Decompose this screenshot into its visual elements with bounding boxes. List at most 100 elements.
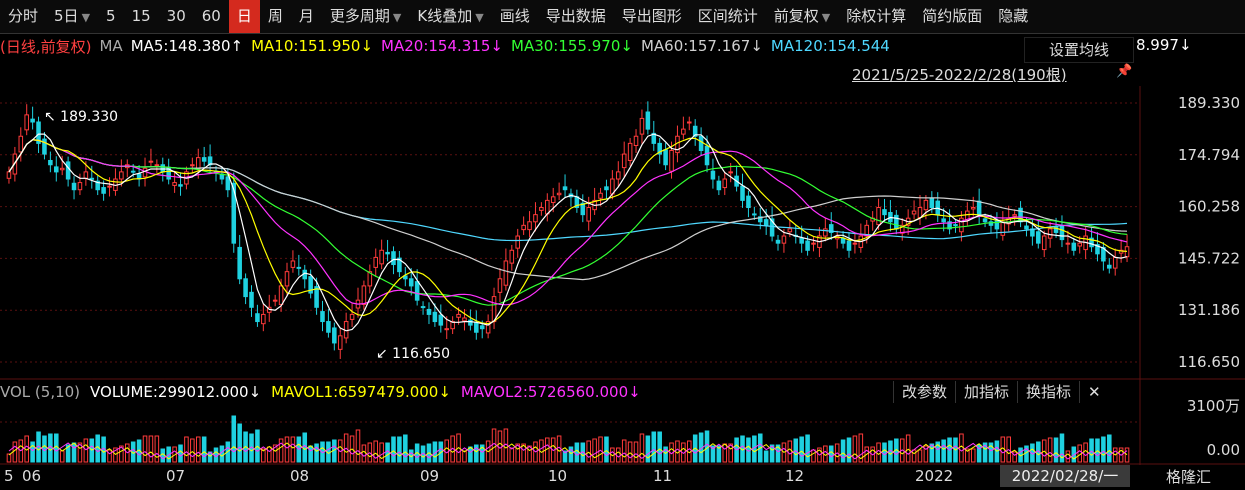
candle-body [89,177,95,180]
toolbar-item-label: 月 [298,7,314,25]
candle-body [225,176,231,191]
toolbar-item-8[interactable]: 月 [291,0,322,33]
volume-bar [645,435,651,463]
toolbar-item-10[interactable]: K线叠加 ▼ [409,0,491,33]
volume-bar [95,434,100,463]
candle-body [852,242,858,245]
candle-body [237,246,242,280]
volume-bar [846,437,852,463]
candle-body [83,171,89,179]
candle-body [923,199,929,211]
volume-bar [639,433,645,463]
volume-bar [982,442,988,463]
volume-bar [905,434,911,463]
volume-bar [71,442,77,463]
volume-bar [391,436,396,463]
toolbar-item-label: 除权计算 [846,7,907,25]
chevron-down-icon: ▼ [81,11,91,24]
candle-body [539,207,544,211]
candle-body [77,182,83,191]
candle-body [142,167,148,178]
x-tick: 09 [420,467,440,485]
toolbar-item-7[interactable]: 周 [260,0,291,33]
toolbar-item-9[interactable]: 更多周期 ▼ [322,0,409,33]
toolbar-item-6[interactable]: 日 [228,0,260,33]
candle-body [527,221,532,231]
volume-bar [379,442,384,463]
close-icon[interactable]: ✕ [1079,381,1109,403]
toolbar-item-label: 日 [236,7,252,25]
volume-bar [941,439,946,463]
candle-body [408,278,414,287]
toolbar-item-3[interactable]: 15 [124,0,159,33]
ma60-line [8,139,1128,281]
candle-body [243,278,248,298]
volume-bar [876,442,881,463]
candle-body [515,235,520,249]
volume-bar [314,443,319,463]
candle-body [503,260,509,286]
logo: 格隆汇 [1166,468,1212,486]
volume-bar [107,449,112,463]
volume-bar [988,442,994,463]
volume-bar [586,440,591,463]
candle-body [657,142,662,155]
toolbar-item-11[interactable]: 画线 [492,0,538,33]
toolbar-item-17[interactable]: 简约版面 [914,0,990,33]
toolbar-item-label: 更多周期 [329,7,390,25]
low-annotation: ↙ 116.650 [376,346,450,362]
candle-body [550,196,556,204]
candle-body [787,228,793,233]
candle-body [941,218,946,223]
x-tick: 06 [22,467,42,485]
candle-body [604,186,609,191]
toolbar-item-5[interactable]: 60 [194,0,229,33]
toolbar-item-4[interactable]: 30 [159,0,194,33]
toolbar-item-12[interactable]: 导出数据 [538,0,614,33]
toolbar-item-16[interactable]: 除权计算 [838,0,914,33]
volume-bar [355,429,361,463]
date-range[interactable]: 2021/5/25-2022/2/28(190根) [852,66,1067,84]
volume-bar [373,440,379,463]
toolbar-item-13[interactable]: 导出图形 [614,0,690,33]
volume-bar [479,444,485,463]
volume-bar [775,444,781,463]
volume-bar [598,436,603,463]
candle-body [1095,244,1100,255]
toolbar-item-18[interactable]: 隐藏 [990,0,1036,33]
pin-icon[interactable]: 📌 [1116,64,1133,79]
volume-bar [12,441,18,463]
ma60-value: MA60:157.167↓ [640,37,763,55]
toolbar-item-label: 导出数据 [545,7,606,25]
candle-body [769,218,775,237]
change-params-button[interactable]: 改参数 [893,381,955,403]
candle-body [1059,225,1065,241]
vol-bar: VOL (5,10) VOLUME:299012.000↓ MAVOL1:659… [0,381,651,403]
candle-body [1024,225,1029,230]
toolbar-item-2[interactable]: 5 [98,0,124,33]
candle-body [651,132,657,144]
switch-indicator-button[interactable]: 换指标 [1017,381,1079,403]
ma-bar: (日线,前复权) MA MA5:148.380↑ MA10:151.950↓ M… [0,34,898,58]
candle-body [190,164,195,167]
volume-bar [65,444,71,463]
volume-bar [858,433,864,463]
toolbar-item-14[interactable]: 区间统计 [690,0,766,33]
candle-body [1036,231,1041,244]
candle-body [444,328,450,331]
toolbar-item-1[interactable]: 5日 ▼ [46,0,98,33]
mode-label[interactable]: (日线,前复权) [0,37,92,56]
volume-bar [491,428,497,463]
candle-body [36,121,41,144]
candle-body [911,210,917,215]
toolbar-item-15[interactable]: 前复权 ▼ [766,0,838,33]
volume-bar [527,445,532,463]
toolbar-item-0[interactable]: 分时 [0,0,46,33]
candle-body [953,224,958,227]
candle-body [533,214,538,223]
volume-bar [704,430,710,463]
add-indicator-button[interactable]: 加指标 [955,381,1017,403]
candle-body [379,249,384,265]
set-ma-button[interactable]: 设置均线 [1024,37,1134,63]
